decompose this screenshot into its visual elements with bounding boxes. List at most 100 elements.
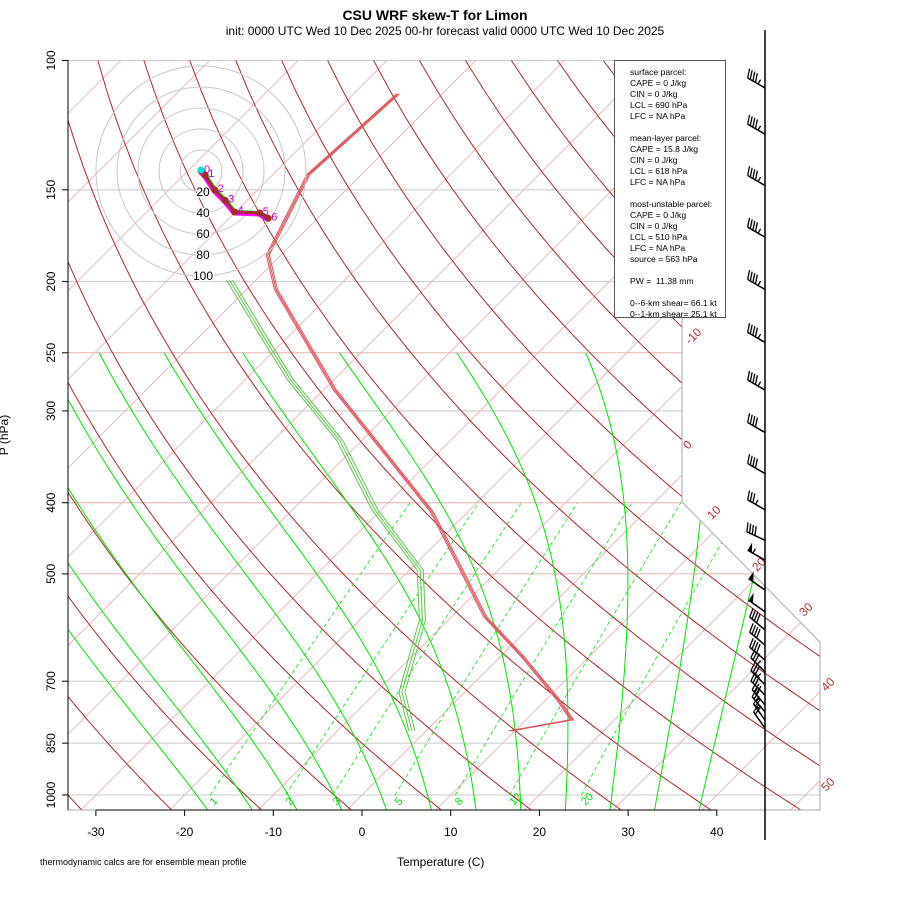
wind-barb-part <box>747 322 751 333</box>
wind-barb-part <box>748 592 754 604</box>
isotherm <box>68 60 670 810</box>
dry-adiabat <box>68 60 447 810</box>
isotherm <box>68 60 138 810</box>
moist-adiabat <box>68 352 211 810</box>
y-tick-label: 400 <box>44 492 58 512</box>
y-tick-label: 250 <box>44 342 58 362</box>
wind-barb-part <box>749 646 766 661</box>
moist-adiabat <box>68 352 300 810</box>
chart-subtitle: init: 0000 UTC Wed 10 Dec 2025 00-hr for… <box>225 24 665 38</box>
y-tick-label: 200 <box>44 271 58 291</box>
dry-adiabat <box>556 60 820 810</box>
moist-adiabat <box>98 352 389 810</box>
y-tick-label: 1000 <box>44 781 58 808</box>
mixing-ratio-line <box>285 502 480 796</box>
isotherm <box>0 44 49 814</box>
wind-barb-part <box>754 375 759 385</box>
info-line <box>630 122 725 133</box>
wind-barb-part <box>749 491 753 502</box>
dewpoint-line <box>232 279 426 732</box>
wind-barb-part <box>754 526 757 536</box>
wind-barb-part <box>749 271 753 282</box>
wind-barb <box>746 522 766 541</box>
hodograph-height-label: 1 <box>208 168 214 180</box>
info-line: CIN = 0 J/kg <box>630 221 678 231</box>
moist-adiabat <box>163 352 433 810</box>
wind-barb-part <box>751 640 757 650</box>
info-line: LFC = NA hPa <box>630 111 686 121</box>
info-line: CIN = 0 J/kg <box>630 155 678 165</box>
moist-adiabat <box>585 352 629 810</box>
wind-barb <box>747 166 766 187</box>
hodograph-point <box>211 186 219 194</box>
wind-barb-part <box>752 325 756 336</box>
dry-adiabat <box>68 60 266 810</box>
wind-barb-part <box>749 455 753 466</box>
wind-barb-part <box>752 493 756 503</box>
hodograph-ring-label: 40 <box>196 206 210 220</box>
wind-barb-part <box>754 170 759 181</box>
dry-adiabat <box>143 60 807 810</box>
moist-adiabat <box>456 352 569 810</box>
dry-adiabat <box>786 60 820 810</box>
wind-barb-part <box>751 524 755 535</box>
wind-barb-part <box>749 623 754 633</box>
dry-adiabat <box>68 60 357 810</box>
x-tick-label: 30 <box>621 825 635 839</box>
wind-barb-part <box>756 673 762 678</box>
wind-barb-part <box>747 270 751 280</box>
wind-barb-part <box>752 169 756 179</box>
hodograph-ring-label: 20 <box>196 185 210 199</box>
info-line: 0--1-km shear= 25.1 kt <box>630 309 717 319</box>
mixing-ratio-line <box>394 502 578 796</box>
wind-barb-part <box>753 690 760 700</box>
wind-barb-part <box>746 531 766 541</box>
isotherm <box>68 60 315 810</box>
x-tick-label: 0 <box>359 825 366 839</box>
info-line: most-unstable parcel: <box>630 199 713 209</box>
footnote: thermodynamic calcs are for ensemble mea… <box>40 857 247 867</box>
hodograph-height-label: 5 <box>263 206 269 218</box>
wind-barb <box>747 270 766 291</box>
info-line: LCL = 690 hPa <box>630 100 688 110</box>
wind-barb-part <box>747 499 766 511</box>
dewpoint-line <box>226 279 420 732</box>
wind-barb-part <box>747 278 766 291</box>
wind-barb-part <box>747 166 751 176</box>
mixing-ratio-line <box>509 502 682 796</box>
wind-barb <box>752 695 766 721</box>
wind-barb-part <box>747 331 766 344</box>
chart-title: CSU WRF skew-T for Limon <box>342 7 528 23</box>
mixing-ratio-line <box>332 502 522 796</box>
info-line: CAPE = 0 J/kg <box>630 210 687 220</box>
wind-barb <box>750 649 766 673</box>
wind-barb-part <box>757 280 762 286</box>
wind-barb-part <box>757 228 762 234</box>
hodograph-height-label: 0 <box>204 164 210 176</box>
wind-barb-part <box>752 220 756 231</box>
wind-barb-part <box>749 607 754 618</box>
wind-barb-part <box>754 274 759 285</box>
wind-barb-part <box>754 706 762 715</box>
temperature-line <box>267 93 573 732</box>
wind-barb-part <box>757 125 762 131</box>
wind-barb-part <box>749 372 753 382</box>
wind-barb-part <box>752 71 756 82</box>
wind-barb-part <box>747 370 751 381</box>
wind-barb <box>747 490 766 511</box>
wind-barb <box>747 114 766 135</box>
dry-adiabat <box>189 60 820 810</box>
wind-barb-part <box>749 631 766 646</box>
info-line <box>630 188 725 199</box>
isotherm <box>697 60 820 810</box>
wind-barb-part <box>752 664 758 674</box>
wind-barb-part <box>752 117 756 128</box>
mixing-ratio-line <box>209 502 411 796</box>
mixing-ratio-label: 8 <box>453 795 466 808</box>
wind-barb-part <box>750 670 766 686</box>
wind-barb-part <box>750 680 766 696</box>
hodograph-point <box>231 208 239 216</box>
wind-barb-part <box>752 416 756 426</box>
wind-barb <box>749 607 766 631</box>
wind-barb-part <box>753 683 760 693</box>
